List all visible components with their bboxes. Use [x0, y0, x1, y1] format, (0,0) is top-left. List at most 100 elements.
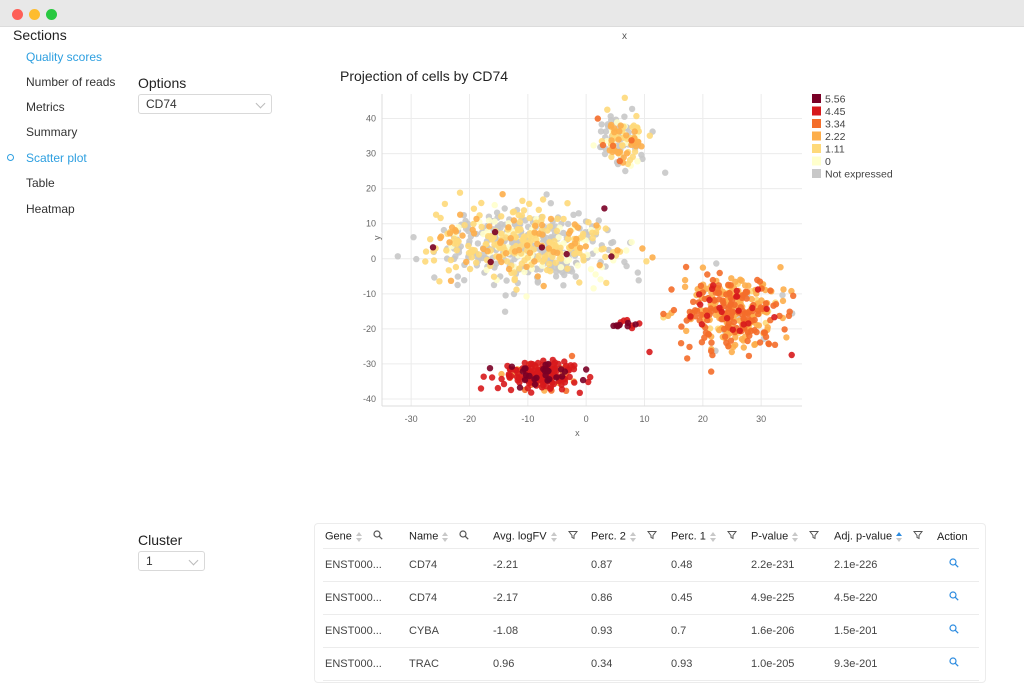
data-point[interactable]	[547, 384, 555, 391]
data-point[interactable]	[553, 374, 560, 381]
data-point[interactable]	[677, 340, 685, 347]
data-point[interactable]	[662, 169, 669, 176]
data-point[interactable]	[742, 290, 749, 297]
legend-swatch[interactable]	[812, 106, 821, 116]
data-point[interactable]	[470, 205, 478, 212]
legend-label[interactable]: 2.22	[825, 131, 846, 143]
data-point[interactable]	[706, 325, 714, 332]
data-point[interactable]	[649, 254, 656, 261]
data-point[interactable]	[576, 249, 583, 257]
data-point[interactable]	[436, 278, 443, 285]
data-point[interactable]	[754, 286, 762, 293]
data-point[interactable]	[728, 297, 736, 304]
data-point[interactable]	[564, 265, 571, 272]
filter-icon[interactable]	[567, 530, 578, 543]
data-point[interactable]	[493, 209, 501, 216]
data-point[interactable]	[505, 372, 513, 379]
data-point[interactable]	[624, 323, 631, 330]
search-icon[interactable]	[949, 657, 959, 670]
data-point[interactable]	[738, 294, 746, 301]
data-point[interactable]	[410, 234, 417, 241]
data-point[interactable]	[574, 262, 581, 269]
data-point[interactable]	[557, 366, 565, 373]
data-point[interactable]	[529, 361, 536, 368]
data-point[interactable]	[521, 376, 529, 384]
data-point[interactable]	[608, 153, 615, 161]
data-point[interactable]	[765, 340, 773, 348]
data-point[interactable]	[523, 293, 530, 300]
minimize-window-button[interactable]	[29, 9, 40, 20]
data-point[interactable]	[498, 213, 505, 220]
data-point[interactable]	[568, 352, 576, 360]
data-point[interactable]	[622, 167, 629, 175]
data-point[interactable]	[461, 277, 468, 284]
data-point[interactable]	[430, 257, 438, 264]
data-point[interactable]	[616, 128, 623, 135]
data-point[interactable]	[703, 312, 711, 319]
sidebar-item-number-of-reads[interactable]: Number of reads	[26, 75, 115, 89]
data-point[interactable]	[776, 312, 783, 320]
data-point[interactable]	[526, 249, 534, 256]
data-point[interactable]	[521, 268, 528, 276]
legend-swatch[interactable]	[812, 119, 821, 128]
data-point[interactable]	[473, 215, 480, 223]
data-point[interactable]	[603, 279, 610, 287]
cluster-select[interactable]: 1	[138, 551, 205, 571]
data-point[interactable]	[498, 375, 505, 383]
filter-icon[interactable]	[726, 530, 737, 543]
data-point[interactable]	[446, 239, 453, 246]
data-point[interactable]	[634, 269, 641, 276]
maximize-window-button[interactable]	[46, 9, 57, 20]
search-icon[interactable]	[373, 530, 383, 543]
data-point[interactable]	[516, 384, 524, 391]
data-point[interactable]	[593, 247, 600, 254]
data-point[interactable]	[660, 310, 667, 318]
data-point[interactable]	[633, 112, 640, 120]
data-point[interactable]	[512, 234, 519, 241]
data-point[interactable]	[702, 329, 710, 336]
data-point[interactable]	[767, 287, 774, 294]
data-point[interactable]	[556, 255, 563, 262]
data-point[interactable]	[523, 263, 530, 270]
data-point[interactable]	[544, 377, 551, 384]
data-point[interactable]	[681, 283, 689, 290]
data-point[interactable]	[583, 366, 590, 373]
column-header-p-value[interactable]: P-value	[749, 526, 832, 549]
legend-swatch[interactable]	[812, 131, 821, 141]
close-window-button[interactable]	[12, 9, 23, 20]
sidebar-item-table[interactable]: Table	[26, 176, 55, 190]
close-panel-button[interactable]: x	[622, 31, 627, 42]
data-point[interactable]	[718, 316, 725, 323]
data-point[interactable]	[473, 259, 480, 266]
data-point[interactable]	[461, 222, 468, 229]
data-point[interactable]	[708, 339, 715, 346]
data-point[interactable]	[445, 267, 452, 274]
data-point[interactable]	[552, 259, 559, 266]
data-point[interactable]	[708, 368, 715, 375]
legend-label[interactable]: 1.11	[825, 144, 845, 156]
data-point[interactable]	[745, 282, 752, 289]
data-point[interactable]	[687, 313, 694, 320]
data-point[interactable]	[564, 200, 571, 207]
data-point[interactable]	[437, 233, 445, 240]
data-point[interactable]	[507, 235, 514, 242]
legend-label[interactable]: 3.34	[825, 119, 846, 131]
data-point[interactable]	[491, 218, 498, 225]
data-point[interactable]	[619, 142, 626, 149]
data-point[interactable]	[711, 296, 718, 304]
data-point[interactable]	[528, 389, 535, 396]
data-point[interactable]	[602, 128, 610, 135]
data-point[interactable]	[602, 225, 609, 232]
data-point[interactable]	[560, 215, 567, 223]
data-point[interactable]	[725, 281, 732, 288]
data-point[interactable]	[573, 235, 580, 243]
data-point[interactable]	[486, 223, 493, 230]
data-point[interactable]	[557, 264, 565, 271]
column-header-perc-1[interactable]: Perc. 1	[669, 526, 749, 549]
data-point[interactable]	[457, 211, 464, 218]
data-point[interactable]	[725, 343, 732, 350]
data-point[interactable]	[726, 302, 734, 310]
data-point[interactable]	[598, 121, 605, 128]
data-point[interactable]	[443, 247, 450, 254]
data-point[interactable]	[639, 155, 646, 163]
